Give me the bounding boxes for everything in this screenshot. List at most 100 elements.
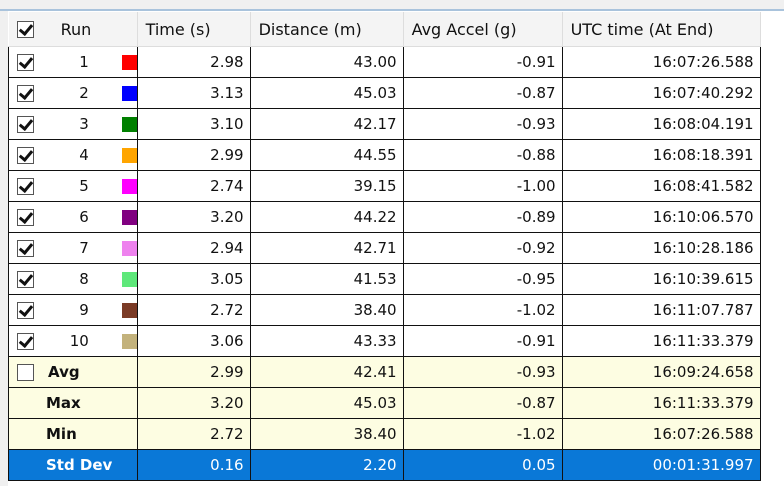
header-utc[interactable]: UTC time (At End): [562, 12, 761, 47]
utc-cell: 00:01:31.997: [561, 449, 761, 481]
distance-cell: 43.00: [249, 46, 404, 78]
run-color-swatch[interactable]: [121, 147, 137, 163]
run-number: 1: [79, 53, 89, 72]
distance-cell: 42.41: [249, 356, 404, 388]
time-cell: 2.72: [136, 418, 251, 450]
time-cell: 3.20: [136, 387, 251, 419]
utc-cell: 16:08:41.582: [561, 170, 761, 202]
runs-table: Run Time (s) Distance (m) Avg Accel (g) …: [8, 12, 761, 481]
time-cell: 3.13: [136, 77, 251, 109]
time-cell: 2.99: [136, 356, 251, 388]
stat-label: Min: [46, 425, 77, 444]
run-checkbox[interactable]: [17, 332, 34, 350]
accel-cell: -0.89: [402, 201, 563, 233]
header-time[interactable]: Time (s): [137, 12, 251, 47]
utc-cell: 16:09:24.658: [561, 356, 761, 388]
run-color-swatch[interactable]: [121, 240, 137, 256]
header-run[interactable]: Run: [8, 12, 138, 47]
stat-row-std-dev[interactable]: Std Dev 0.16 2.20 0.05 00:01:31.997: [8, 449, 761, 481]
stat-label-cell: Min: [8, 418, 138, 450]
run-cell: 8: [8, 263, 138, 295]
accel-cell: -0.92: [402, 232, 563, 264]
accel-cell: -0.93: [402, 356, 563, 388]
run-cell: 10: [8, 325, 138, 357]
table-row[interactable]: 7 2.94 42.71 -0.92 16:10:28.186: [8, 232, 761, 264]
distance-cell: 38.40: [249, 294, 404, 326]
run-color-swatch[interactable]: [121, 333, 137, 349]
run-number: 8: [79, 270, 89, 289]
run-number: 4: [79, 146, 89, 165]
run-checkbox[interactable]: [17, 53, 34, 71]
header-row: Run Time (s) Distance (m) Avg Accel (g) …: [8, 12, 761, 47]
time-cell: 2.94: [136, 232, 251, 264]
utc-cell: 16:07:40.292: [561, 77, 761, 109]
run-cell: 4: [8, 139, 138, 171]
utc-cell: 16:11:07.787: [561, 294, 761, 326]
stat-row-min[interactable]: Min 2.72 38.40 -1.02 16:07:26.588: [8, 418, 761, 450]
distance-cell: 45.03: [249, 77, 404, 109]
header-distance[interactable]: Distance (m): [250, 12, 404, 47]
utc-cell: 16:07:26.588: [561, 418, 761, 450]
table-row[interactable]: 4 2.99 44.55 -0.88 16:08:18.391: [8, 139, 761, 171]
header-accel[interactable]: Avg Accel (g): [403, 12, 563, 47]
stat-label-cell: Max: [8, 387, 138, 419]
table-row[interactable]: 6 3.20 44.22 -0.89 16:10:06.570: [8, 201, 761, 233]
run-checkbox[interactable]: [17, 115, 34, 133]
row-header-strip: [0, 11, 8, 486]
run-cell: 1: [8, 46, 138, 78]
run-number: 5: [79, 177, 89, 196]
distance-cell: 43.33: [249, 325, 404, 357]
accel-cell: -1.00: [402, 170, 563, 202]
run-color-swatch[interactable]: [121, 85, 137, 101]
run-color-swatch[interactable]: [121, 178, 137, 194]
utc-cell: 16:08:18.391: [561, 139, 761, 171]
table-row[interactable]: 2 3.13 45.03 -0.87 16:07:40.292: [8, 77, 761, 109]
run-number: 6: [79, 208, 89, 227]
run-color-swatch[interactable]: [121, 271, 137, 287]
table-row[interactable]: 3 3.10 42.17 -0.93 16:08:04.191: [8, 108, 761, 140]
time-cell: 3.10: [136, 108, 251, 140]
time-cell: 3.20: [136, 201, 251, 233]
accel-cell: -0.91: [402, 46, 563, 78]
run-checkbox[interactable]: [17, 208, 34, 226]
run-number: 2: [79, 84, 89, 103]
distance-cell: 45.03: [249, 387, 404, 419]
accel-cell: -0.91: [402, 325, 563, 357]
stat-label-cell: Avg: [8, 356, 138, 388]
stat-label: Avg: [48, 363, 80, 382]
run-cell: 9: [8, 294, 138, 326]
accel-cell: -0.88: [402, 139, 563, 171]
table-row[interactable]: 1 2.98 43.00 -0.91 16:07:26.588: [8, 46, 761, 78]
run-color-swatch[interactable]: [121, 209, 137, 225]
distance-cell: 38.40: [249, 418, 404, 450]
accel-cell: -1.02: [402, 418, 563, 450]
select-all-checkbox[interactable]: [16, 21, 34, 38]
run-checkbox[interactable]: [17, 177, 34, 195]
utc-cell: 16:10:39.615: [561, 263, 761, 295]
table-row[interactable]: 10 3.06 43.33 -0.91 16:11:33.379: [8, 325, 761, 357]
table-row[interactable]: 5 2.74 39.15 -1.00 16:08:41.582: [8, 170, 761, 202]
stat-label: Std Dev: [46, 456, 113, 475]
run-color-swatch[interactable]: [121, 302, 137, 318]
accel-cell: 0.05: [402, 449, 563, 481]
table-row[interactable]: 8 3.05 41.53 -0.95 16:10:39.615: [8, 263, 761, 295]
run-checkbox[interactable]: [17, 239, 34, 257]
run-checkbox[interactable]: [17, 301, 34, 319]
run-color-swatch[interactable]: [121, 54, 137, 70]
stat-row-max[interactable]: Max 3.20 45.03 -0.87 16:11:33.379: [8, 387, 761, 419]
run-cell: 5: [8, 170, 138, 202]
utc-cell: 16:08:04.191: [561, 108, 761, 140]
time-cell: 3.06: [136, 325, 251, 357]
stat-row-avg[interactable]: Avg 2.99 42.41 -0.93 16:09:24.658: [8, 356, 761, 388]
avg-checkbox[interactable]: [17, 363, 34, 381]
run-checkbox[interactable]: [17, 270, 34, 288]
run-checkbox[interactable]: [17, 146, 34, 164]
accel-cell: -0.87: [402, 387, 563, 419]
distance-cell: 41.53: [249, 263, 404, 295]
table-row[interactable]: 9 2.72 38.40 -1.02 16:11:07.787: [8, 294, 761, 326]
utc-cell: 16:10:06.570: [561, 201, 761, 233]
utc-cell: 16:07:26.588: [561, 46, 761, 78]
run-checkbox[interactable]: [17, 84, 34, 102]
utc-cell: 16:10:28.186: [561, 232, 761, 264]
run-color-swatch[interactable]: [121, 116, 137, 132]
